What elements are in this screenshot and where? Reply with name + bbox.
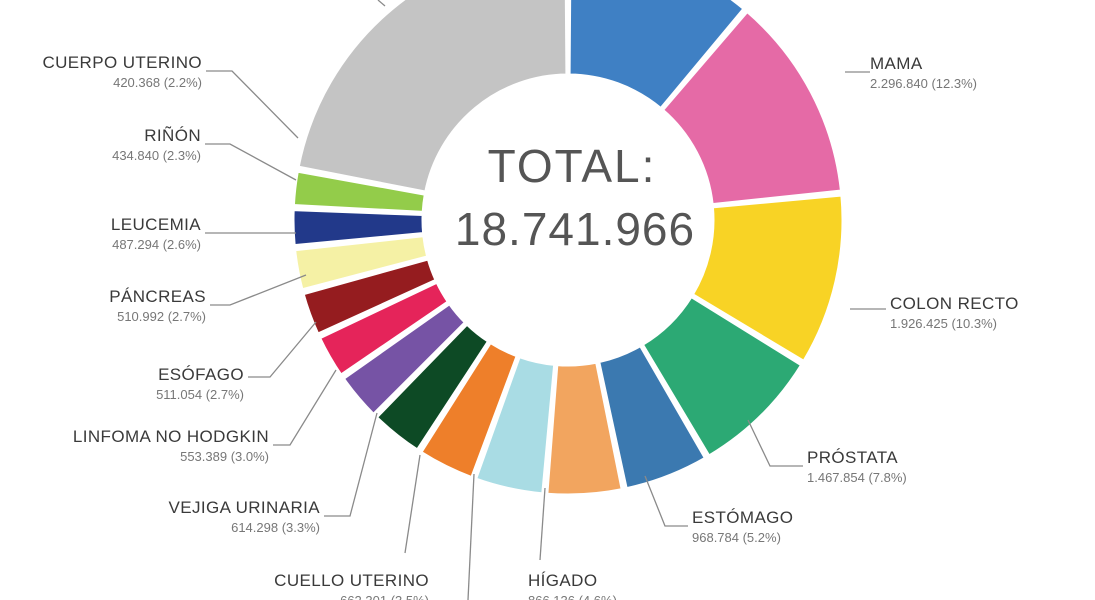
total-label: TOTAL:: [488, 140, 657, 192]
label-estomago: ESTÓMAGO: [692, 508, 793, 527]
value-cuerpo-uterino: 420.368 (2.2%): [113, 75, 202, 90]
label-pancreas: PÁNCREAS: [109, 287, 206, 306]
value-leucemia: 487.294 (2.6%): [112, 237, 201, 252]
value-colon-recto: 1.926.425 (10.3%): [890, 316, 997, 331]
value-linfoma-no-hodgkin: 553.389 (3.0%): [180, 449, 269, 464]
label-esofago: ESÓFAGO: [158, 365, 244, 384]
slice-esofago: [317, 280, 451, 378]
value-estomago: 968.784 (5.2%): [692, 530, 781, 545]
leader-line-vejiga-urinaria: [324, 412, 378, 517]
leader-line-cuerpo-uterino: [206, 70, 299, 139]
slice-higado: [545, 360, 624, 497]
label-linfoma-no-hodgkin: LINFOMA NO HODGKIN: [73, 427, 269, 446]
leader-line-linfoma-no-hodgkin: [273, 369, 337, 446]
slice-leucemia: [292, 234, 430, 292]
leader-lines: [205, 0, 886, 600]
leader-line-esofago: [248, 321, 317, 378]
slice-mama: [660, 9, 844, 207]
slice-linfoma-no-hodgkin: [341, 301, 468, 417]
slice-estomago: [596, 343, 708, 491]
slice-cuello-uterino: [418, 340, 520, 480]
label-colon-recto: COLON RECTO: [890, 294, 1019, 313]
value-mama: 2.296.840 (12.3%): [870, 76, 977, 91]
value-higado: 866.136 (4.6%): [528, 593, 617, 600]
label-leucemia: LEUCEMIA: [111, 215, 201, 234]
label-cuerpo-uterino: CUERPO UTERINO: [42, 53, 202, 72]
slice-unlabeled-15: [296, 0, 569, 194]
label-vejiga-urinaria: VEJIGA URINARIA: [169, 498, 321, 517]
label-mama: MAMA: [870, 54, 923, 73]
leader-line-cropped-top: [377, 0, 386, 7]
slice-cuerpo-uterino: [291, 169, 428, 214]
slice-unlabeled-6: [473, 354, 557, 496]
slice-labels: MAMA 2.296.840 (12.3%) COLON RECTO 1.926.42…: [42, 53, 1018, 600]
value-pancreas: 510.992 (2.7%): [117, 309, 206, 324]
value-cuello-uterino: 662.301 (3.5%): [340, 593, 429, 600]
leader-line-cropped-bottom: [467, 473, 475, 600]
value-esofago: 511.054 (2.7%): [156, 387, 244, 402]
value-prostata: 1.467.854 (7.8%): [807, 470, 907, 485]
leader-line-higado: [539, 487, 546, 561]
value-vejiga-urinaria: 614.298 (3.3%): [231, 520, 320, 535]
slice-vejiga-urinaria: [374, 321, 491, 453]
label-rinon: RIÑÓN: [144, 126, 201, 145]
slice-rinon: [291, 208, 426, 248]
leader-line-rinon: [205, 143, 297, 181]
value-rinon: 434.840 (2.3%): [112, 148, 201, 163]
slice-prostata: [640, 294, 804, 459]
donut-slices: [291, 0, 845, 497]
slice-colon-recto: [690, 193, 845, 364]
leader-line-prostata: [747, 419, 803, 467]
label-cuello-uterino: CUELLO UTERINO: [274, 571, 429, 590]
label-prostata: PRÓSTATA: [807, 448, 898, 467]
label-higado: HÍGADO: [528, 571, 597, 590]
slice-pancreas: [301, 257, 439, 337]
slice-pulmon: [567, 0, 747, 111]
leader-line-pancreas: [210, 274, 307, 306]
leader-line-cuello-uterino: [404, 454, 421, 554]
leader-line-estomago: [644, 475, 688, 527]
total-value: 18.741.966: [455, 203, 695, 255]
